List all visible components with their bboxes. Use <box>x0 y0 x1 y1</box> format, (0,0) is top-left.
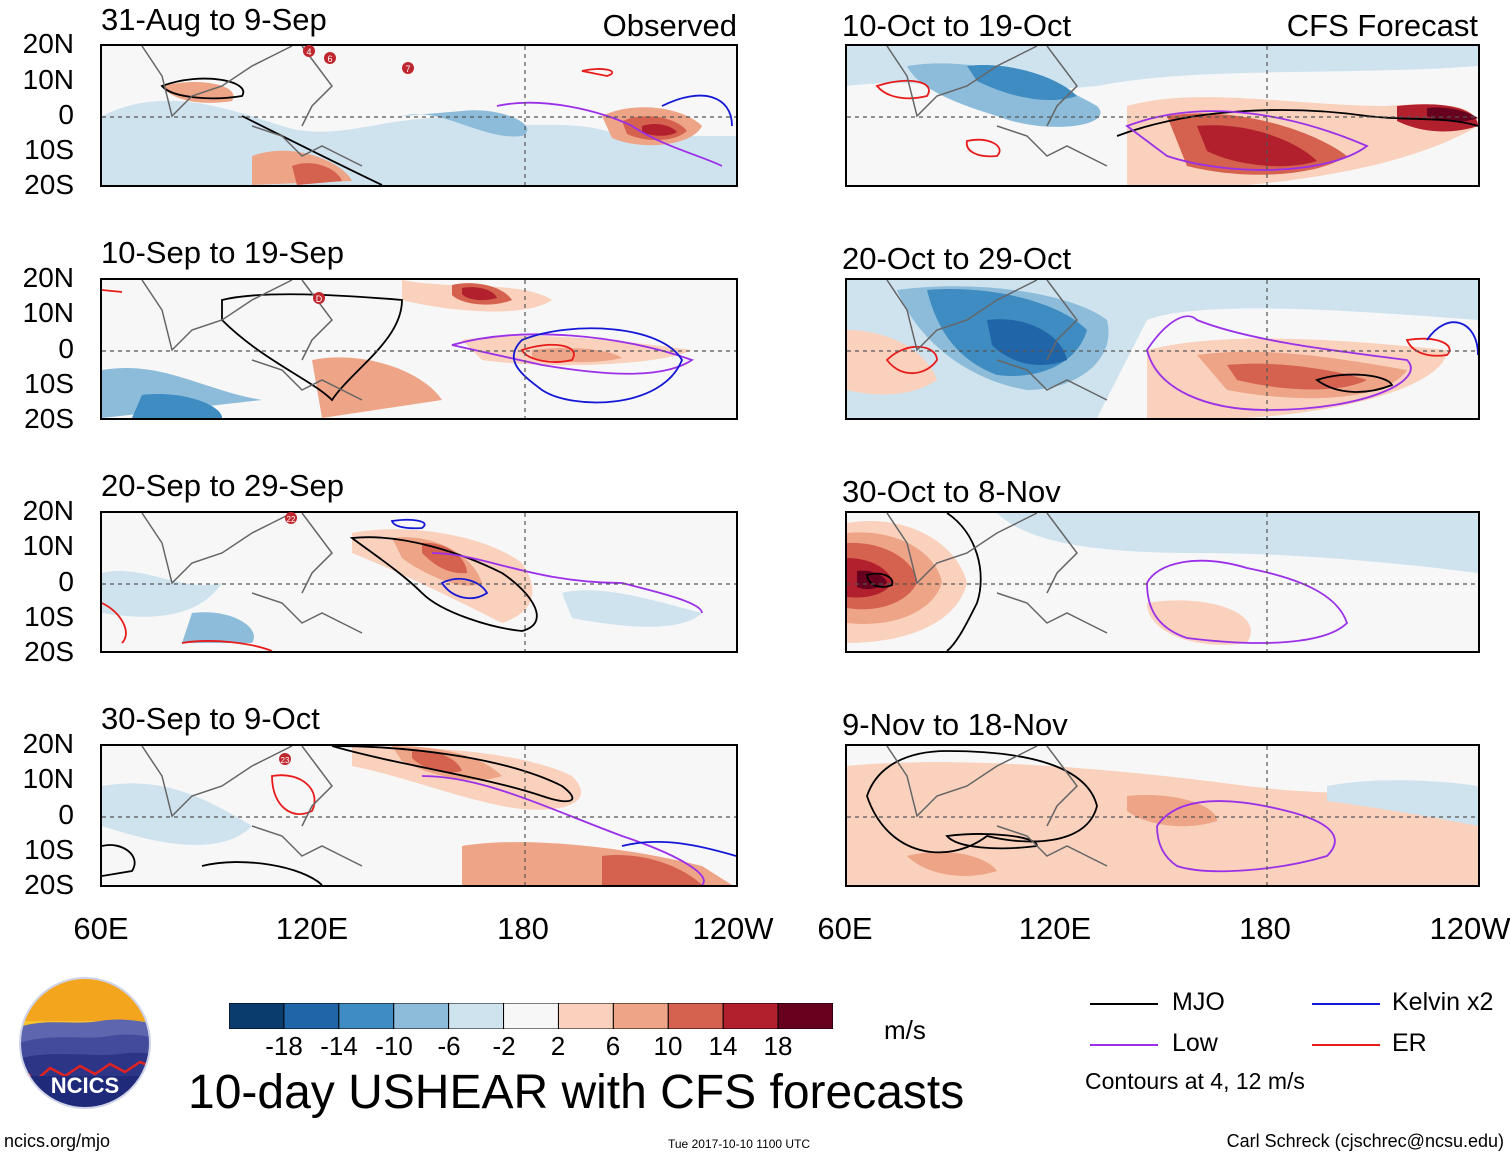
lat-label: 10N <box>22 763 74 794</box>
svg-text:23: 23 <box>281 756 290 765</box>
lat-label: 20S <box>24 636 74 667</box>
legend-line-low <box>1090 1044 1158 1046</box>
colorbar-tick: -2 <box>492 1031 516 1061</box>
panel-2-title: 10-Sep to 19-Sep <box>101 235 345 270</box>
legend-label: ER <box>1392 1029 1427 1057</box>
panel-1-title: 31-Aug to 9-Sep <box>101 2 327 37</box>
lon-label: 180 <box>1239 911 1291 946</box>
ncics-logo: NCICS <box>19 977 151 1109</box>
svg-text:4: 4 <box>306 47 311 57</box>
lon-label: 60E <box>73 911 129 946</box>
contours-note: Contours at 4, 12 m/s <box>1085 1068 1305 1094</box>
lat-label: 10S <box>24 601 74 632</box>
forecast-title: CFS Forecast <box>1286 8 1478 43</box>
lat-label: 20N <box>22 262 74 293</box>
lat-label: 0 <box>58 799 74 830</box>
map-panel-forecast-4 <box>845 744 1480 887</box>
lat-label: 10N <box>22 64 74 95</box>
lat-label: 10S <box>24 834 74 865</box>
legend-label: Kelvin x2 <box>1392 988 1494 1016</box>
legend-label: Low <box>1172 1029 1218 1057</box>
colorbar-swatch <box>722 1003 779 1029</box>
lat-label: 0 <box>58 99 74 130</box>
colorbar-swatch <box>283 1003 340 1029</box>
svg-text:6: 6 <box>327 54 332 64</box>
lon-label: 120W <box>1429 911 1510 946</box>
lat-label: 10S <box>24 134 74 165</box>
storm-marker: 4 <box>303 45 315 57</box>
svg-text:22: 22 <box>287 515 296 524</box>
colorbar-swatch <box>503 1003 559 1029</box>
lon-label: 180 <box>497 911 549 946</box>
lon-label: 60E <box>817 911 873 946</box>
storm-marker: D <box>313 292 325 304</box>
colorbar-tick: 18 <box>763 1031 793 1061</box>
footer-timestamp: Tue 2017-10-10 1100 UTC <box>668 1137 811 1151</box>
colorbar-tick: 2 <box>550 1031 566 1061</box>
observed-title: Observed <box>602 8 737 43</box>
main-title: 10-day USHEAR with CFS forecasts <box>188 1066 965 1119</box>
legend-line-kelvin <box>1312 1003 1380 1005</box>
colorbar-swatch <box>612 1003 669 1029</box>
footer-author: Carl Schreck (cjschrec@ncsu.edu) <box>1226 1131 1504 1151</box>
panel-7-title: 30-Oct to 8-Nov <box>842 474 1061 509</box>
colorbar-swatch <box>448 1003 505 1029</box>
map-panel-forecast-2 <box>845 278 1480 420</box>
colorbar-tick: -18 <box>265 1031 303 1061</box>
lat-label: 0 <box>58 566 74 597</box>
lat-label: 20S <box>24 169 74 200</box>
legend-label: MJO <box>1172 988 1225 1016</box>
lon-label: 120W <box>692 911 774 946</box>
legend-line-mjo <box>1090 1003 1158 1005</box>
lat-label: 20N <box>22 28 74 59</box>
storm-marker: 7 <box>402 62 414 74</box>
svg-text:7: 7 <box>405 64 410 74</box>
lat-label: 10N <box>22 297 74 328</box>
colorbar-units: m/s <box>884 1015 926 1045</box>
panel-8-title: 9-Nov to 18-Nov <box>842 707 1068 742</box>
footer-url[interactable]: ncics.org/mjo <box>4 1131 111 1151</box>
lon-label: 120E <box>275 911 349 946</box>
logo-text: NCICS <box>51 1073 119 1098</box>
colorbar-swatch <box>777 1003 833 1029</box>
colorbar-tick: -10 <box>375 1031 413 1061</box>
colorbar-tick: 6 <box>605 1031 621 1061</box>
map-panel-observed-4 <box>100 744 738 887</box>
colorbar-swatch <box>557 1003 614 1029</box>
colorbar-swatch <box>667 1003 724 1029</box>
lat-label: 0 <box>58 333 74 364</box>
svg-text:D: D <box>316 294 323 304</box>
colorbar <box>229 1003 833 1029</box>
colorbar-tick: -14 <box>320 1031 358 1061</box>
colorbar-swatch <box>393 1003 450 1029</box>
panel-6-title: 20-Oct to 29-Oct <box>842 241 1072 276</box>
lat-label: 20S <box>24 869 74 900</box>
colorbar-tick: 14 <box>708 1031 738 1061</box>
lat-label: 10N <box>22 530 74 561</box>
legend-line-er <box>1312 1044 1380 1046</box>
map-panel-forecast-3 <box>845 511 1480 653</box>
map-panel-observed-2 <box>100 278 738 420</box>
storm-marker: 23 <box>279 753 291 765</box>
colorbar-swatch <box>338 1003 395 1029</box>
lat-label: 20N <box>22 495 74 526</box>
map-panel-observed-3 <box>100 511 738 653</box>
lat-label: 20N <box>22 728 74 759</box>
map-panel-forecast-1 <box>845 44 1480 187</box>
colorbar-tick: 10 <box>653 1031 683 1061</box>
lon-label: 120E <box>1018 911 1092 946</box>
panel-4-title: 30-Sep to 9-Oct <box>101 701 320 736</box>
map-panel-observed-1 <box>100 44 738 187</box>
storm-marker: 6 <box>324 52 336 64</box>
lat-label: 10S <box>24 368 74 399</box>
panel-3-title: 20-Sep to 29-Sep <box>101 468 345 503</box>
colorbar-swatch <box>229 1003 285 1029</box>
colorbar-tick: -6 <box>437 1031 461 1061</box>
lat-label: 20S <box>24 403 74 434</box>
panel-5-title: 10-Oct to 19-Oct <box>842 8 1072 43</box>
storm-marker: 22 <box>285 512 297 524</box>
